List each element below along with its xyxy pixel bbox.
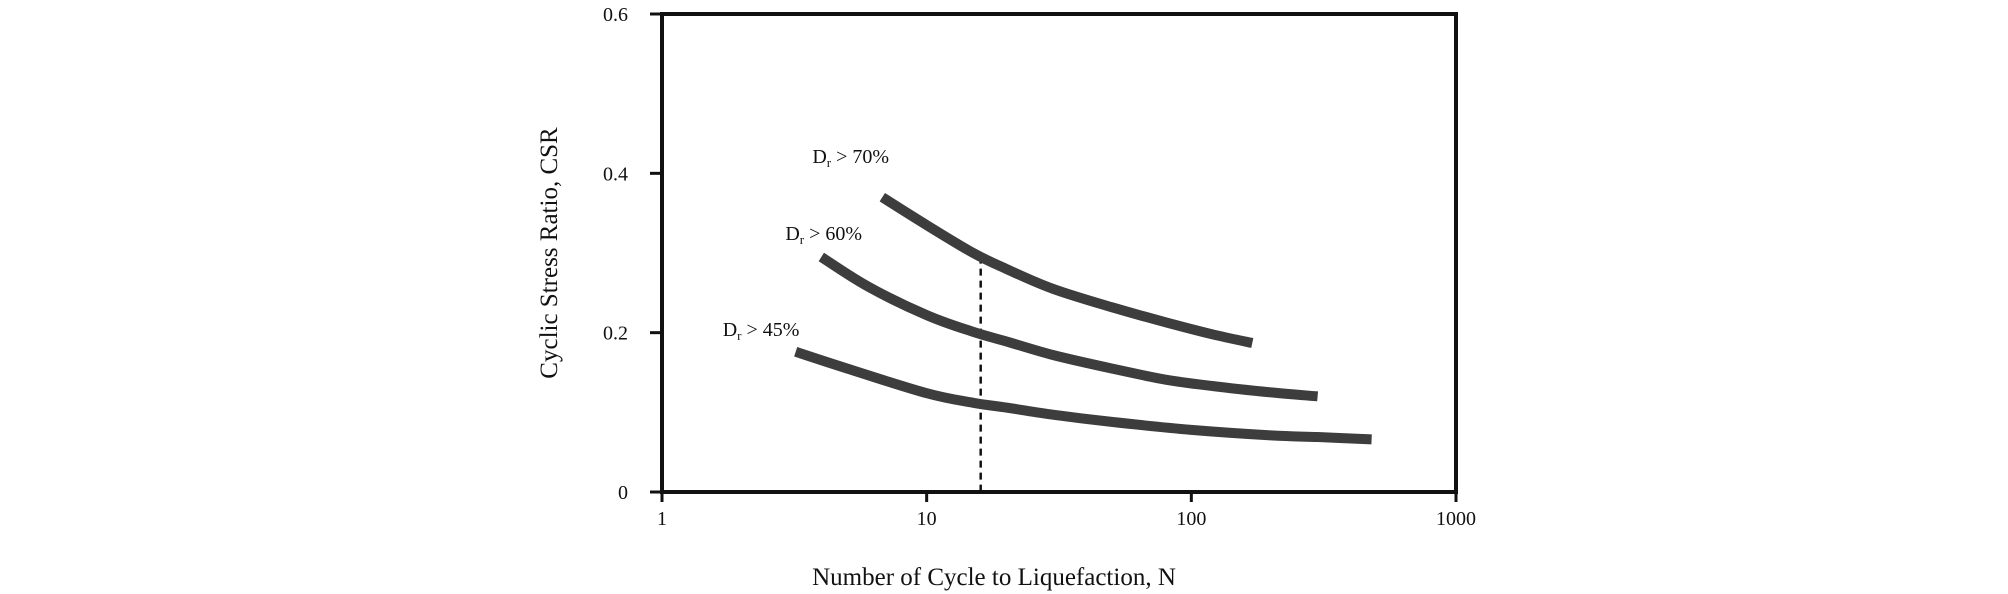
y-tick-label: 0.6: [603, 4, 628, 26]
x-tick-label: 10: [917, 508, 937, 530]
x-tick-label: 1000: [1436, 508, 1476, 530]
curve-label-1: Dr > 60%: [785, 223, 862, 247]
curves-layer: [794, 192, 1372, 445]
x-tick-label: 1: [657, 508, 667, 530]
plot-frame: [660, 12, 1458, 494]
curve-label-0: Dr > 70%: [812, 146, 889, 170]
csr-curve-1: [818, 252, 1319, 402]
y-tick-label: 0: [618, 482, 628, 504]
ticks-layer: 0 0.2 0.4 0.6 1 10 100 1000: [603, 4, 1476, 530]
csr-curve-0: [879, 192, 1254, 348]
y-tick-label: 0.4: [603, 163, 628, 185]
x-axis-title: Number of Cycle to Liquefaction, N: [812, 564, 1176, 591]
csr-curve-2: [794, 347, 1372, 445]
x-tick-label: 100: [1176, 508, 1206, 530]
plot-frame-group: [660, 12, 1458, 494]
y-tick-label: 0.2: [603, 323, 628, 345]
curve-labels-layer: Dr > 70% Dr > 60% Dr > 45%: [723, 146, 889, 343]
y-axis-title: Cyclic Stress Ratio, CSR: [536, 127, 563, 379]
curve-label-2: Dr > 45%: [723, 319, 800, 343]
